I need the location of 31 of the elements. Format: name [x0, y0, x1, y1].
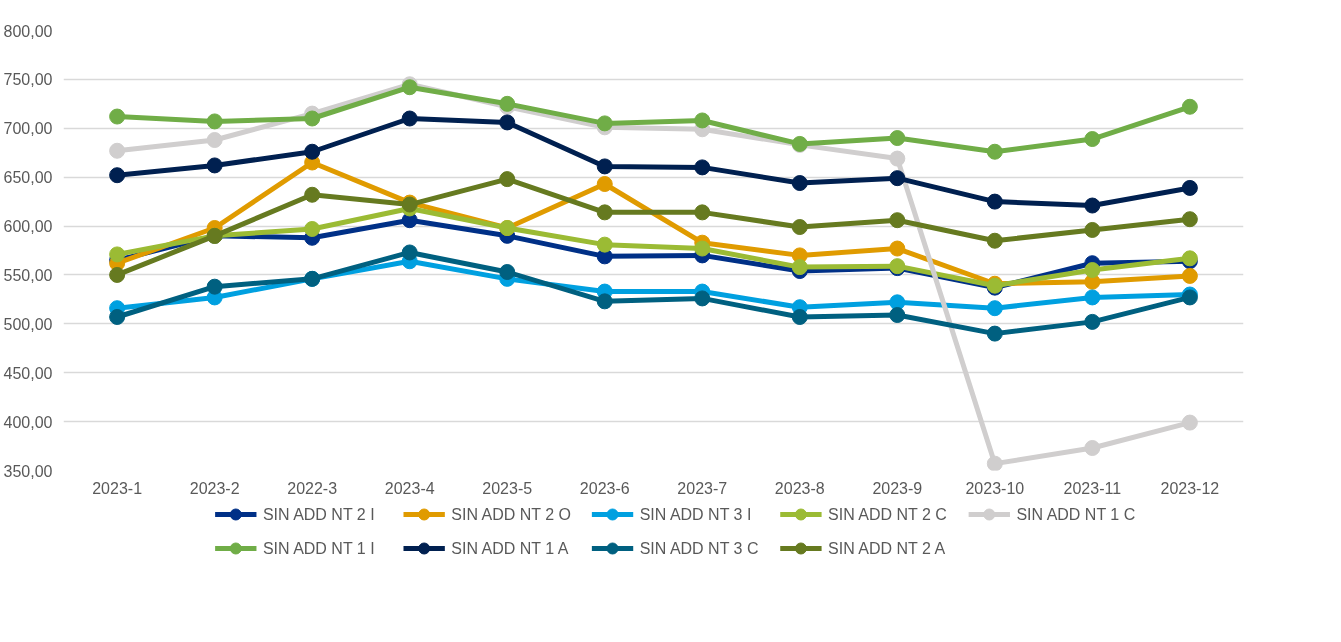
y-tick-label: 600,00 [3, 218, 53, 236]
y-tick-label: 450,00 [3, 364, 53, 382]
legend-label: SIN ADD NT 3 C [639, 540, 759, 557]
legend-label: SIN ADD NT 1 C [1016, 506, 1136, 523]
legend-label: SIN ADD NT 2 I [262, 506, 375, 523]
legend-label: SIN ADD NT 2 A [828, 540, 946, 557]
x-tick-label: 2023-2 [189, 479, 240, 497]
legend-label: SIN ADD NT 2 C [828, 506, 947, 523]
x-tick-label: 2023-9 [872, 479, 923, 497]
x-tick-label: 2023-1 [92, 479, 143, 497]
x-tick-label: 2022-3 [287, 479, 338, 497]
x-tick-label: 2023-6 [579, 479, 630, 497]
y-tick-label: 800,00 [3, 22, 53, 40]
y-tick-label: 550,00 [3, 266, 53, 284]
x-tick-label: 2023-7 [677, 479, 728, 497]
y-tick-label: 700,00 [3, 120, 53, 138]
legend-label: SIN ADD NT 1 I [262, 540, 375, 557]
x-tick-label: 2023-10 [965, 479, 1025, 497]
y-tick-label: 500,00 [3, 315, 53, 333]
y-tick-label: 650,00 [3, 169, 53, 187]
x-tick-label: 2023-11 [1063, 479, 1122, 497]
x-tick-label: 2023-8 [774, 479, 825, 497]
legend-label: SIN ADD NT 2 O [451, 506, 572, 523]
x-tick-label: 2023-4 [384, 479, 435, 497]
x-tick-label: 2023-5 [482, 479, 533, 497]
y-tick-label: 350,00 [3, 462, 53, 480]
y-tick-label: 750,00 [3, 71, 53, 89]
y-tick-label: 400,00 [3, 413, 53, 431]
legend-label: SIN ADD NT 1 A [451, 540, 569, 557]
legend-label: SIN ADD NT 3 I [639, 506, 752, 523]
x-tick-label: 2023-12 [1160, 479, 1220, 497]
